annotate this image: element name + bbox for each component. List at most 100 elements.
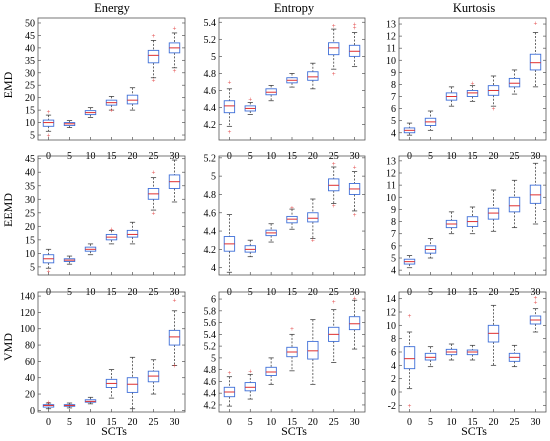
y-tick-label: 7 xyxy=(391,229,396,240)
x-tick-label: 0 xyxy=(227,151,232,162)
y-tick-label: 12 xyxy=(386,169,396,180)
y-tick-label: 4.6 xyxy=(204,377,217,388)
x-tick-label: 10 xyxy=(266,151,276,162)
y-tick-label: 11 xyxy=(386,44,396,55)
y-tick-label: 6 xyxy=(211,295,216,306)
outlier-marker: + xyxy=(332,22,336,30)
y-tick-label: 4.2 xyxy=(204,120,217,131)
box-emd-kurtosis-30: + xyxy=(529,19,542,88)
x-tick-label: 25 xyxy=(510,151,520,162)
box-eemd-energy-30 xyxy=(168,159,181,203)
box-vmd-kurtosis-30: ++ xyxy=(529,294,542,333)
axes-frame xyxy=(37,155,186,276)
box-emd-energy-30: ++ xyxy=(168,24,181,75)
box-emd-entropy-20 xyxy=(307,62,319,90)
column-title-kurtosis: Kurtosis xyxy=(453,1,496,15)
box-vmd-energy-15 xyxy=(105,369,118,399)
x-tick-label: 0 xyxy=(46,417,51,428)
outlier-marker: + xyxy=(152,209,156,217)
box-vmd-entropy-30: + xyxy=(348,294,361,350)
box-vmd-entropy-5: + xyxy=(244,367,256,400)
x-tick-label: 25 xyxy=(329,287,339,298)
box-eemd-energy-10 xyxy=(84,243,97,256)
column-title-entropy: Entropy xyxy=(274,1,315,15)
y-tick-label: 6 xyxy=(391,241,396,252)
box-emd-kurtosis-10 xyxy=(445,86,458,107)
outlier-marker: + xyxy=(332,70,336,78)
row-label-eemd: EEMD xyxy=(1,193,15,227)
column-titles: Energy Entropy Kurtosis xyxy=(94,1,495,15)
box-emd-entropy-15 xyxy=(286,73,298,88)
outlier-marker: + xyxy=(248,367,252,375)
box-vmd-kurtosis-10 xyxy=(445,343,458,361)
iqr-box xyxy=(307,340,319,360)
y-tick-label: 40 xyxy=(25,373,35,384)
y-tick-label: 2 xyxy=(391,374,396,385)
box-emd-kurtosis-20: + xyxy=(487,75,500,113)
outlier-marker: + xyxy=(332,160,336,168)
y-tick-label: 4.6 xyxy=(204,208,217,219)
y-tick-label: 4.8 xyxy=(204,69,217,80)
x-tick-label: 15 xyxy=(107,151,117,162)
outlier-marker: + xyxy=(408,312,412,320)
box-emd-entropy-30: ++ xyxy=(348,20,361,68)
x-tick-label: 0 xyxy=(407,151,412,162)
y-tick-label: 4.8 xyxy=(204,365,217,376)
box-eemd-kurtosis-10 xyxy=(445,211,458,235)
y-tick-label: 12 xyxy=(386,308,396,319)
iqr-box xyxy=(223,100,236,114)
iqr-box xyxy=(126,229,139,238)
box-emd-energy-15: + xyxy=(105,96,118,115)
x-tick-label: 0 xyxy=(227,417,232,428)
box-vmd-entropy-15: + xyxy=(286,325,298,372)
y-tick-label: 0 xyxy=(30,406,35,417)
outlier-marker: + xyxy=(248,96,252,104)
y-tick-label: 100 xyxy=(20,324,35,335)
y-tick-label: 4 xyxy=(391,128,396,139)
y-tick-label: 20 xyxy=(25,222,35,233)
y-tick-label: 7 xyxy=(391,92,396,103)
x-tick-label: 30 xyxy=(531,287,541,298)
y-tick-label: 5.4 xyxy=(204,18,217,29)
box-emd-energy-10 xyxy=(84,107,97,118)
box-vmd-energy-25 xyxy=(147,359,160,395)
x-tick-label: 10 xyxy=(447,287,457,298)
x-tick-label: 20 xyxy=(308,151,318,162)
y-tick-label: 5 xyxy=(211,52,216,63)
x-tick-label: 25 xyxy=(510,417,520,428)
x-tick-label: 10 xyxy=(266,417,276,428)
iqr-box xyxy=(244,382,256,392)
y-tick-label: 140 xyxy=(20,292,35,303)
x-tick-label: 20 xyxy=(489,151,499,162)
axes-frame xyxy=(218,17,366,141)
box-eemd-energy-25: ++ xyxy=(147,169,160,217)
box-emd-kurtosis-0 xyxy=(403,122,416,136)
box-eemd-kurtosis-30 xyxy=(529,162,542,225)
outlier-marker: + xyxy=(47,132,51,140)
y-tick-label: 40 xyxy=(25,43,35,54)
y-tick-label: 5.2 xyxy=(204,35,217,46)
x-tick-label: 15 xyxy=(107,287,117,298)
x-tick-label: 20 xyxy=(128,287,138,298)
y-tick-label: 35 xyxy=(25,56,35,67)
box-vmd-kurtosis-0: ++ xyxy=(403,312,416,410)
outlier-marker: + xyxy=(353,211,357,219)
outlier-marker: + xyxy=(47,399,51,407)
x-tick-label: 20 xyxy=(489,287,499,298)
x-tick-label: 10 xyxy=(266,287,276,298)
y-tick-label: 25 xyxy=(25,208,35,219)
outlier-marker: + xyxy=(311,237,315,245)
y-tick-label: 5 xyxy=(391,254,396,265)
y-tick-label: 4.2 xyxy=(204,245,217,256)
axes-frame xyxy=(37,17,186,141)
iqr-box xyxy=(508,196,521,213)
x-tick-label: 30 xyxy=(170,417,180,428)
x-tick-label: 25 xyxy=(329,417,339,428)
outlier-marker: + xyxy=(332,298,336,306)
box-vmd-entropy-0: + xyxy=(223,369,236,407)
box-eemd-kurtosis-5 xyxy=(424,238,437,259)
outlier-marker: + xyxy=(227,128,231,136)
x-tick-label: 20 xyxy=(489,417,499,428)
